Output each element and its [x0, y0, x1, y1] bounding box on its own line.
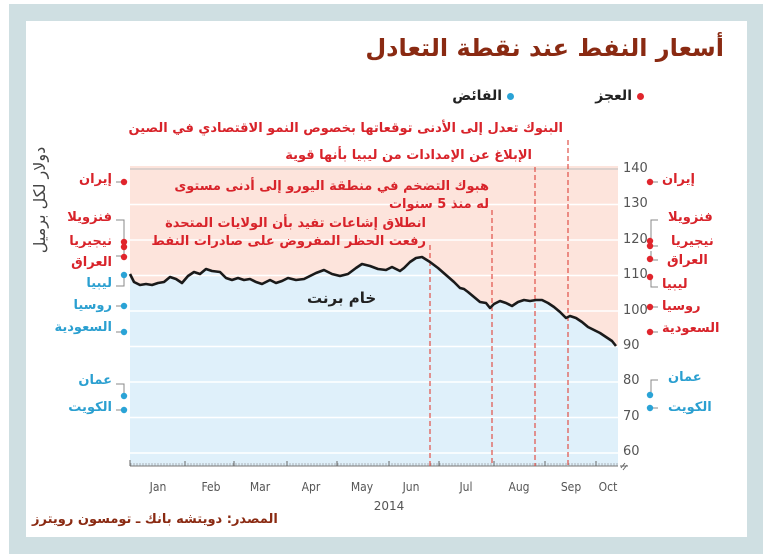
- right-country-iraq: العراق: [667, 253, 708, 268]
- left-country-russia: روسيا: [73, 298, 112, 313]
- brent-series-label: خام برنت: [307, 289, 377, 307]
- left-breakeven-markers: [116, 181, 125, 411]
- right-country-kuwait: الكويت: [668, 400, 712, 415]
- x-tick-oct: Oct: [598, 480, 618, 494]
- left-country-saudi: السعودية: [54, 320, 113, 335]
- annotation-eurozone-inflation-line1: هبوك التضخم في منطقة اليورو إلى أدنى مست…: [174, 179, 489, 194]
- y-tick-90: 90: [623, 338, 640, 353]
- legend-surplus: الفائض: [452, 88, 514, 104]
- x-tick-may: May: [350, 480, 374, 494]
- right-country-iran: إيران: [662, 172, 695, 187]
- x-tick-jul: Jul: [459, 480, 473, 494]
- left-country-iraq: العراق: [71, 255, 112, 270]
- left-country-kuwait: الكويت: [68, 400, 112, 415]
- left-country-oman: عمان: [78, 373, 112, 388]
- deficit-dot-icon: [637, 92, 644, 100]
- y-tick-120: 120: [623, 232, 648, 247]
- annotation-libya-supply: الإبلاغ عن الإمدادات من ليبيا بأنها قوية: [285, 148, 532, 163]
- right-country-libya: ليبيا: [662, 277, 688, 292]
- brent-price-line: [128, 255, 618, 347]
- x-tick-sep: Sep: [560, 480, 582, 494]
- surplus-dot-icon: [507, 92, 514, 100]
- left-country-libya: ليبيا: [86, 276, 112, 291]
- x-tick-apr: Apr: [301, 480, 321, 494]
- annotation-eurozone-inflation-line2: له منذ 5 سنوات: [388, 197, 489, 212]
- gridlines: [130, 203, 618, 454]
- y-tick-80: 80: [623, 373, 640, 388]
- x-tick-feb: Feb: [201, 480, 221, 494]
- x-tick-aug: Aug: [508, 480, 530, 494]
- left-breakeven-dots: [120, 178, 128, 414]
- legend-surplus-label: الفائض: [452, 88, 502, 104]
- y-tick-140: 140: [623, 161, 648, 176]
- x-axis-month-ticks: [129, 460, 597, 466]
- y-axis-title: دولار لكل برميل: [30, 146, 49, 254]
- axis-break-icon: [620, 462, 628, 471]
- source-note: المصدر: دويتشه بانك ـ تومسون رويترز: [32, 512, 278, 527]
- right-country-venezuela: فنزويلا: [668, 210, 713, 225]
- right-country-russia: روسيا: [662, 299, 701, 314]
- left-country-venezuela: فنزويلا: [67, 210, 112, 225]
- y-tick-70: 70: [623, 409, 640, 424]
- chart-title: أسعار النفط عند نقطة التعادل: [365, 34, 724, 62]
- legend-deficit-label: العجز: [595, 88, 632, 104]
- right-country-nigeria: نيجيريا: [671, 234, 714, 249]
- y-tick-60: 60: [623, 444, 640, 459]
- y-tick-110: 110: [623, 267, 648, 282]
- right-breakeven-dots: [646, 178, 654, 412]
- annotation-us-export-ban-line2: رفعت الحظر المفروض على صادرات النفط: [151, 234, 426, 249]
- deficit-zone: [130, 166, 618, 346]
- y-tick-100: 100: [623, 303, 648, 318]
- left-country-nigeria: نيجيريا: [69, 234, 112, 249]
- x-axis-year: 2014: [373, 499, 405, 513]
- annotation-china-growth: البنوك تعدل إلى الأدنى توقعاتها بخصوص ال…: [128, 121, 563, 136]
- x-tick-jun: Jun: [402, 480, 420, 494]
- right-country-saudi: السعودية: [662, 321, 720, 336]
- left-country-iran: إيران: [79, 172, 112, 187]
- annotation-us-export-ban-line1: انطلاق إشاعات تفيد بأن الولايات المتحدة: [165, 216, 426, 231]
- right-country-oman: عمان: [668, 370, 702, 385]
- legend-deficit: العجز: [595, 88, 644, 104]
- x-tick-jan: Jan: [149, 480, 167, 494]
- y-tick-130: 130: [623, 196, 648, 211]
- right-breakeven-markers: [650, 181, 658, 409]
- x-tick-mar: Mar: [249, 480, 271, 494]
- event-marker-lines: [429, 140, 569, 466]
